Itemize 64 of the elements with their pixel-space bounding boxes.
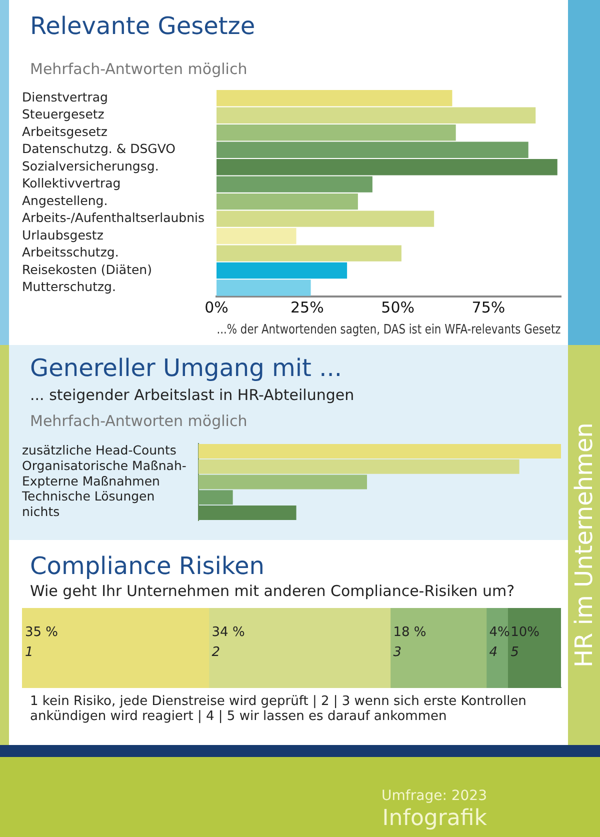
bar xyxy=(216,124,456,141)
x-tick-label: 75% xyxy=(472,298,506,316)
y-tick-label: Sozialversicherungsg. xyxy=(22,158,159,174)
bar xyxy=(216,210,434,227)
y-tick-label: Urlaubsgestz xyxy=(22,227,104,242)
chart-subtitle: ... steigender Arbeitslast in HR-Abteilungen xyxy=(30,386,354,404)
y-tick-label: Arbeits-/Aufenthaltserlaubnis xyxy=(22,210,205,226)
bar xyxy=(390,608,487,688)
bar xyxy=(198,490,233,505)
chart-subtitle: Mehrfach-Antworten möglich xyxy=(30,60,248,78)
y-tick-label: Arbeitsgesetz xyxy=(22,124,108,139)
bar xyxy=(198,506,296,520)
series-label: 4 xyxy=(489,645,498,660)
chart-title: Relevante Gesetze xyxy=(30,12,256,40)
y-tick-label: zusätzliche Head-Counts xyxy=(22,442,176,458)
bar xyxy=(216,90,452,106)
bar xyxy=(216,158,558,176)
x-axis-title: ...% der Antwortenden sagten, DAS ist ein WFA-relevants Gesetz xyxy=(216,322,561,337)
chart-title: Compliance Risiken xyxy=(30,552,264,580)
text: Mehrfach-Antworten möglich xyxy=(30,412,248,430)
y-tick-label: Organisatorische Maßnah- xyxy=(22,458,186,473)
data-label: 4% xyxy=(489,625,510,640)
y-tick-label: Angestelleng. xyxy=(22,192,108,208)
x-tick-label: 0% xyxy=(204,298,228,316)
data-label: 10% xyxy=(510,625,540,640)
bar xyxy=(486,608,508,688)
bar xyxy=(198,459,520,474)
y-tick-label: Dienstvertrag xyxy=(22,89,108,104)
bar xyxy=(216,262,348,279)
bar xyxy=(216,193,358,210)
y-tick-label: Steuergesetz xyxy=(22,106,105,122)
series-label: 2 xyxy=(212,645,220,660)
x-tick-label: 25% xyxy=(290,298,324,316)
chart-title: Genereller Umgang mit ... xyxy=(30,354,342,382)
bar xyxy=(198,444,561,458)
bar xyxy=(216,280,311,296)
text: 1 kein Risiko, jede Dienstreise wird geprüft | 2 | 3 wenn sich erste Kontrollen ankündigen wird reagiert | 4 | 5 wir lassen es darauf ankommen xyxy=(30,694,528,724)
bar xyxy=(216,107,536,124)
y-tick-label: Technische Lösungen xyxy=(21,488,155,504)
bar xyxy=(208,608,391,688)
data-label: 18 % xyxy=(393,625,426,640)
y-tick-label: Expterne Maßnahmen xyxy=(22,473,160,488)
bar xyxy=(22,608,210,688)
text: Umfrage: 2023 xyxy=(382,788,487,804)
text: HR im Unternehmen xyxy=(570,422,598,668)
y-tick-label: Reisekosten (Diäten) xyxy=(22,262,152,277)
chart-subtitle: Wie geht Ihr Unternehmen mit anderen Compliance-Risiken um? xyxy=(30,582,515,600)
bar xyxy=(216,245,402,262)
bar xyxy=(216,228,296,244)
x-tick-label: 50% xyxy=(381,298,414,316)
series-label: 3 xyxy=(393,645,402,660)
bar xyxy=(216,142,528,158)
series-label: 1 xyxy=(25,645,34,660)
y-tick-label: Kollektivvertrag xyxy=(22,176,121,191)
data-label: 35 % xyxy=(25,625,58,640)
y-tick-label: Arbeitsschutzg. xyxy=(22,244,119,260)
text: Infografik xyxy=(382,806,487,831)
y-tick-label: Mutterschutzg. xyxy=(22,279,116,294)
bar xyxy=(198,474,367,490)
y-tick-label: nichts xyxy=(22,504,60,520)
series-label: 5 xyxy=(510,645,519,660)
y-tick-label: Datenschutzg. & DSGVO xyxy=(22,141,176,156)
bar xyxy=(216,176,372,192)
data-label: 34 % xyxy=(212,625,245,640)
